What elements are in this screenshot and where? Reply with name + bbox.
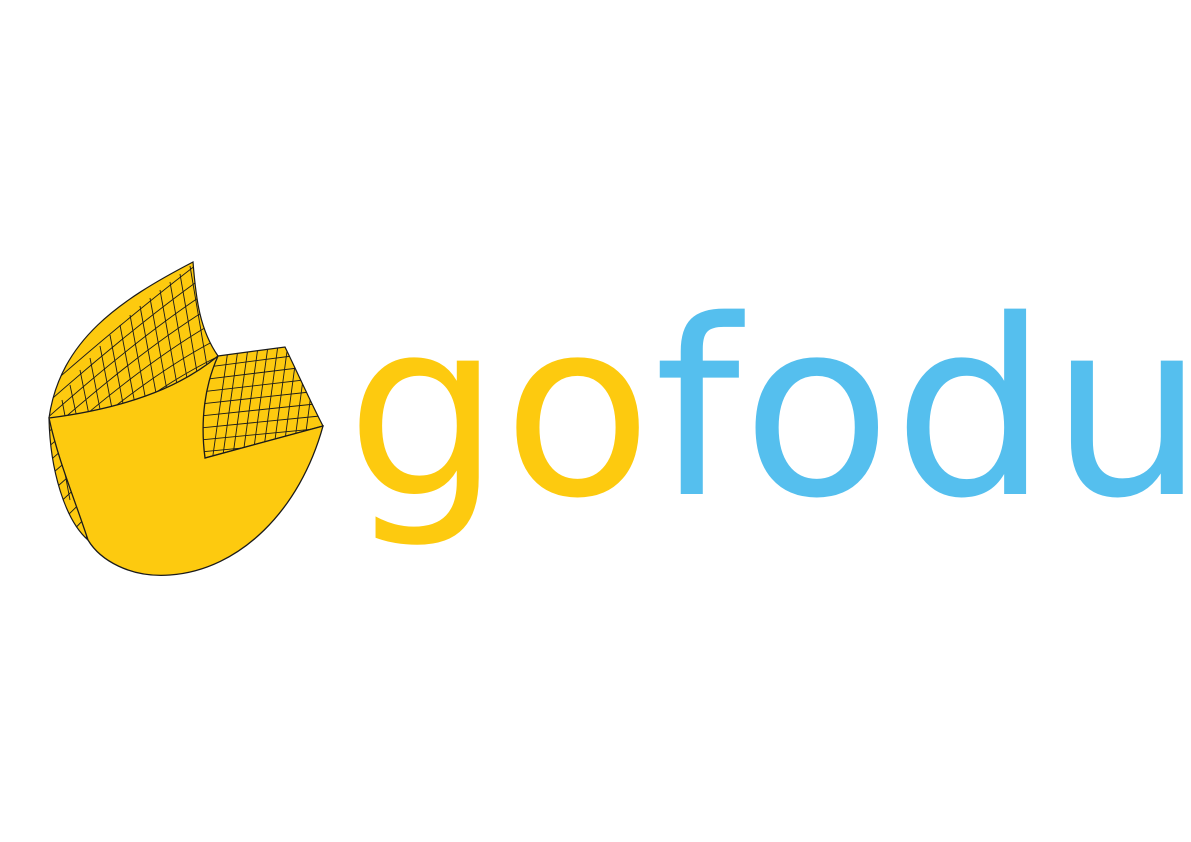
brand-name-part-2: fodu [654, 268, 1191, 552]
brand-name-part-1: go [346, 268, 655, 552]
brand-wordmark: gofodu [346, 288, 1191, 532]
